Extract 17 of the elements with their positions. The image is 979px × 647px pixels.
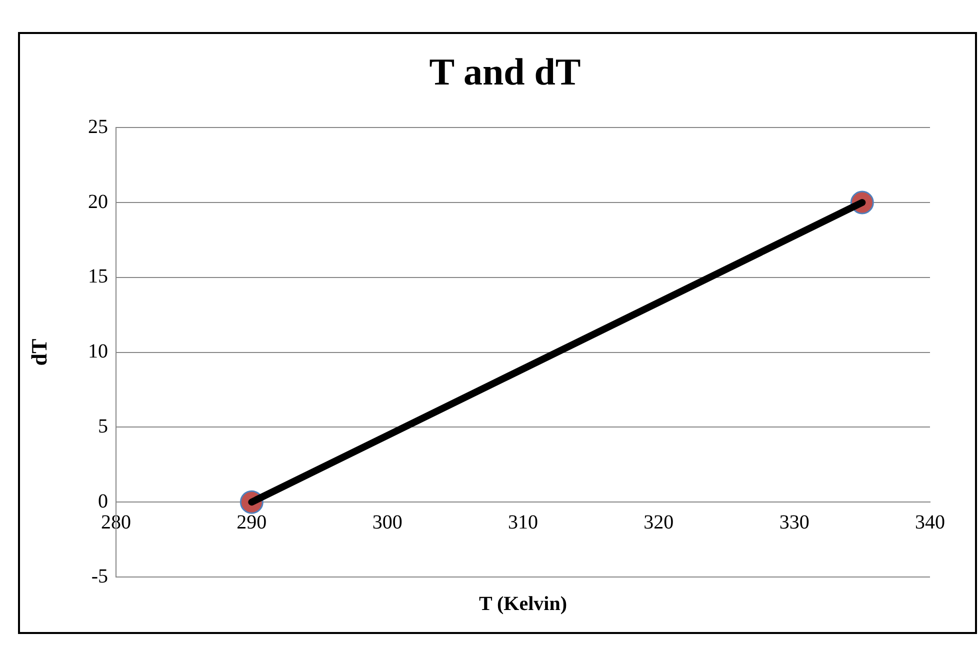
x-tick-label: 320 — [644, 511, 674, 534]
x-tick-label: 330 — [779, 511, 810, 534]
x-tick-label: 290 — [236, 511, 267, 534]
x-tick-label: 300 — [372, 511, 402, 534]
x-tick-label: 340 — [915, 511, 945, 534]
y-tick-label: 10 — [88, 340, 108, 363]
x-tick-label: 280 — [101, 511, 131, 534]
chart-title: T and dT — [429, 52, 581, 94]
x-tick-label: 310 — [508, 511, 538, 534]
y-tick-label: 15 — [88, 266, 108, 288]
y-tick-label: -5 — [91, 565, 108, 588]
y-tick-label: 5 — [98, 415, 108, 438]
x-axis-title: T (Kelvin) — [479, 593, 567, 616]
y-tick-label: 25 — [88, 116, 108, 138]
y-axis-title: dT — [26, 338, 52, 366]
y-tick-label: 0 — [98, 490, 108, 512]
y-tick-label: 20 — [88, 190, 108, 213]
